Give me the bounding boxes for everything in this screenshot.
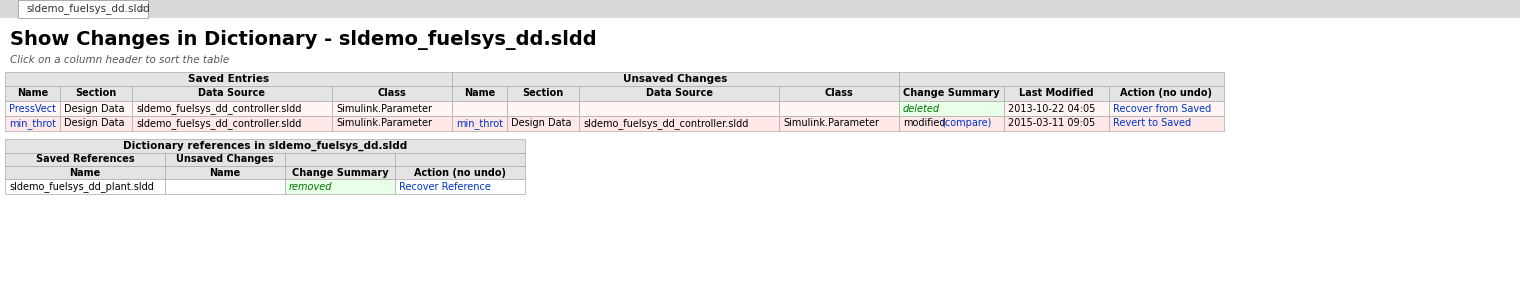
- Bar: [331, 101, 451, 116]
- Bar: [5, 72, 451, 86]
- Bar: [5, 101, 59, 116]
- Bar: [286, 166, 395, 179]
- Bar: [5, 166, 166, 179]
- Bar: [778, 86, 898, 101]
- Bar: [5, 153, 166, 166]
- Bar: [898, 116, 1005, 131]
- Text: ×: ×: [135, 4, 146, 14]
- Bar: [508, 86, 579, 101]
- Text: Section: Section: [76, 88, 117, 98]
- Bar: [395, 179, 524, 194]
- Bar: [451, 86, 508, 101]
- Text: Saved Entries: Saved Entries: [188, 74, 269, 84]
- Bar: [166, 166, 286, 179]
- Text: Action (no undo): Action (no undo): [413, 167, 506, 178]
- Bar: [5, 139, 524, 153]
- Text: Data Source: Data Source: [199, 88, 266, 98]
- Text: removed: removed: [289, 182, 333, 191]
- Bar: [5, 116, 59, 131]
- Text: sldemo_fuelsys_dd.sldd: sldemo_fuelsys_dd.sldd: [26, 4, 150, 14]
- Bar: [5, 179, 166, 194]
- Bar: [331, 86, 451, 101]
- Bar: [286, 153, 395, 166]
- Bar: [451, 72, 898, 86]
- Bar: [132, 86, 331, 101]
- Text: (compare): (compare): [941, 119, 991, 129]
- Bar: [132, 116, 331, 131]
- Text: 2013-10-22 04:05: 2013-10-22 04:05: [1008, 104, 1096, 113]
- Bar: [166, 179, 286, 194]
- Bar: [59, 116, 132, 131]
- Text: Dictionary references in sldemo_fuelsys_dd.sldd: Dictionary references in sldemo_fuelsys_…: [123, 141, 407, 151]
- Text: Section: Section: [523, 88, 564, 98]
- Bar: [395, 153, 524, 166]
- Text: sldemo_fuelsys_dd_controller.sldd: sldemo_fuelsys_dd_controller.sldd: [135, 103, 301, 114]
- Text: Recover from Saved: Recover from Saved: [1113, 104, 1211, 113]
- Text: Simulink.Parameter: Simulink.Parameter: [336, 119, 432, 129]
- Bar: [331, 116, 451, 131]
- Bar: [132, 101, 331, 116]
- Text: 2015-03-11 09:05: 2015-03-11 09:05: [1008, 119, 1096, 129]
- Bar: [286, 179, 395, 194]
- Text: Unsaved Changes: Unsaved Changes: [623, 74, 728, 84]
- Bar: [778, 116, 898, 131]
- Text: sldemo_fuelsys_dd_controller.sldd: sldemo_fuelsys_dd_controller.sldd: [135, 118, 301, 129]
- Text: Name: Name: [464, 88, 496, 98]
- Text: Design Data: Design Data: [511, 119, 572, 129]
- Text: Class: Class: [825, 88, 853, 98]
- Text: min_throt: min_throt: [9, 118, 56, 129]
- Text: Recover Reference: Recover Reference: [398, 182, 491, 191]
- Text: Last Modified: Last Modified: [1020, 88, 1094, 98]
- Text: Change Summary: Change Summary: [903, 88, 1000, 98]
- Text: Design Data: Design Data: [64, 104, 125, 113]
- Text: Action (no undo): Action (no undo): [1120, 88, 1213, 98]
- Bar: [59, 86, 132, 101]
- Bar: [0, 0, 1520, 18]
- Bar: [1110, 86, 1224, 101]
- Bar: [166, 153, 286, 166]
- Bar: [1110, 116, 1224, 131]
- Bar: [508, 101, 579, 116]
- Bar: [898, 101, 1005, 116]
- Text: Design Data: Design Data: [64, 119, 125, 129]
- Bar: [508, 116, 579, 131]
- Text: Revert to Saved: Revert to Saved: [1113, 119, 1192, 129]
- Bar: [5, 86, 59, 101]
- Bar: [18, 0, 147, 18]
- Text: Name: Name: [70, 167, 100, 178]
- Text: Name: Name: [17, 88, 49, 98]
- Text: sldemo_fuelsys_dd_controller.sldd: sldemo_fuelsys_dd_controller.sldd: [584, 118, 748, 129]
- Bar: [1005, 116, 1110, 131]
- Bar: [1005, 86, 1110, 101]
- Bar: [1005, 101, 1110, 116]
- Text: min_throt: min_throt: [456, 118, 503, 129]
- Text: Show Changes in Dictionary - sldemo_fuelsys_dd.sldd: Show Changes in Dictionary - sldemo_fuel…: [11, 30, 597, 50]
- Bar: [451, 101, 508, 116]
- Bar: [579, 116, 778, 131]
- Bar: [579, 101, 778, 116]
- Text: Name: Name: [210, 167, 240, 178]
- Text: Simulink.Parameter: Simulink.Parameter: [783, 119, 879, 129]
- Bar: [898, 72, 1224, 86]
- Text: Change Summary: Change Summary: [292, 167, 388, 178]
- Bar: [395, 166, 524, 179]
- Bar: [579, 86, 778, 101]
- Text: Class: Class: [377, 88, 406, 98]
- Text: Simulink.Parameter: Simulink.Parameter: [336, 104, 432, 113]
- Bar: [59, 101, 132, 116]
- Bar: [1110, 101, 1224, 116]
- Text: Data Source: Data Source: [646, 88, 713, 98]
- Text: sldemo_fuelsys_dd_plant.sldd: sldemo_fuelsys_dd_plant.sldd: [9, 181, 154, 192]
- Text: modified: modified: [903, 119, 945, 129]
- Text: Unsaved Changes: Unsaved Changes: [176, 154, 274, 165]
- Text: Saved References: Saved References: [35, 154, 134, 165]
- Text: Click on a column header to sort the table: Click on a column header to sort the tab…: [11, 55, 230, 65]
- Text: PressVect: PressVect: [9, 104, 56, 113]
- Bar: [778, 101, 898, 116]
- Bar: [898, 86, 1005, 101]
- Text: deleted: deleted: [903, 104, 941, 113]
- Bar: [451, 116, 508, 131]
